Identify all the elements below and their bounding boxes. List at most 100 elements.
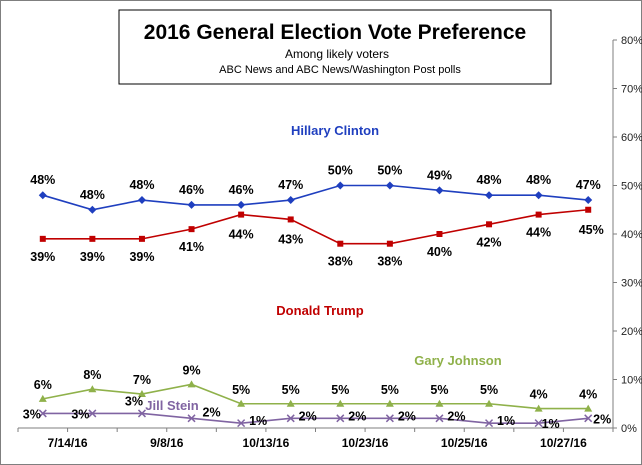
- jill-stein-point-stroke: [584, 414, 593, 423]
- donald-trump-data-label: 45%: [579, 223, 604, 237]
- gary-johnson-point: [286, 399, 295, 407]
- y-tick-label: 50%: [621, 181, 642, 193]
- hillary-clinton-data-label: 47%: [278, 178, 303, 192]
- y-tick-label: 40%: [621, 229, 642, 241]
- donald-trump-data-label: 38%: [377, 255, 402, 269]
- jill-stein-point: [286, 414, 295, 423]
- jill-stein-series-label: Jill Stein: [145, 398, 199, 413]
- jill-stein-data-label: 2%: [299, 409, 317, 423]
- jill-stein-point-stroke: [137, 409, 146, 418]
- donald-trump-data-label: 39%: [30, 250, 55, 264]
- data-label-group: 48% 48% 48% 46% 46% 47% 50% 50% 49% 48% 48% 47% 39% 3…: [23, 164, 611, 432]
- donald-trump-series-label: Donald Trump: [276, 303, 363, 318]
- title-box-frame: [118, 9, 552, 85]
- jill-stein-point-stroke: [237, 419, 246, 428]
- donald-trump-point: [138, 235, 145, 242]
- jill-stein-data-label: 3%: [71, 407, 89, 421]
- jill-stein-point-stroke: [336, 414, 345, 423]
- donald-trump-data-label: 41%: [179, 240, 204, 254]
- donald-trump-point: [535, 211, 542, 218]
- donald-trump-data-label: 43%: [278, 232, 303, 246]
- gary-johnson-series-label: Gary Johnson: [414, 353, 501, 368]
- y-axis-ticks: 0% 10% 20% 30% 40% 50% 60% 70% 80%: [613, 35, 642, 435]
- x-tick-label: 7/14/16: [48, 436, 88, 450]
- gary-johnson-point: [534, 404, 543, 412]
- y-tick-label: 70%: [621, 84, 642, 96]
- y-tick-label: 30%: [621, 278, 642, 290]
- jill-stein-data-label: 3%: [125, 394, 143, 408]
- hillary-clinton-point: [88, 205, 97, 214]
- donald-trump-point: [89, 235, 96, 242]
- gary-johnson-point: [485, 399, 494, 407]
- hillary-clinton-data-label: 50%: [377, 164, 402, 178]
- gary-johnson-point: [38, 394, 47, 402]
- jill-stein-point: [88, 409, 97, 418]
- jill-stein-point-stroke: [286, 414, 295, 423]
- donald-trump-point: [337, 240, 344, 247]
- x-tick-label: 9/8/16: [150, 436, 184, 450]
- series-group: [38, 181, 593, 428]
- jill-stein-data-label: 2%: [398, 409, 416, 423]
- jill-stein-point: [435, 414, 444, 423]
- gary-johnson-data-label: 5%: [232, 383, 250, 397]
- x-tick-label: 10/23/16: [342, 436, 389, 450]
- hillary-clinton-data-label: 48%: [80, 188, 105, 202]
- gary-johnson-point: [237, 399, 246, 407]
- title-box: 2016 General Election Vote Preference Am…: [118, 9, 552, 85]
- gary-johnson-data-label: 9%: [183, 363, 201, 377]
- jill-stein-point: [584, 414, 593, 423]
- hillary-clinton-point: [38, 191, 47, 200]
- gary-johnson-data-label: 5%: [480, 383, 498, 397]
- jill-stein-data-label: 1%: [249, 414, 267, 428]
- jill-stein-point-stroke: [534, 419, 543, 428]
- hillary-clinton-point: [137, 196, 146, 205]
- jill-stein-point: [187, 414, 196, 423]
- gary-johnson-point: [88, 385, 97, 393]
- gary-johnson-data-label: 7%: [133, 373, 151, 387]
- donald-trump-data-label: 44%: [229, 228, 254, 242]
- hillary-clinton-data-label: 48%: [526, 173, 551, 187]
- x-tick-label: 10/27/16: [540, 436, 587, 450]
- gary-johnson-point: [584, 404, 593, 412]
- donald-trump-point: [486, 221, 493, 228]
- donald-trump-point: [287, 216, 294, 223]
- gary-johnson-data-label: 5%: [430, 383, 448, 397]
- gary-johnson-data-label: 6%: [34, 378, 52, 392]
- gary-johnson-point: [385, 399, 394, 407]
- hillary-clinton-point: [237, 200, 246, 209]
- jill-stein-point: [237, 419, 246, 428]
- jill-stein-line: [42, 412, 589, 424]
- hillary-clinton-data-label: 46%: [229, 183, 254, 197]
- donald-trump-point: [585, 206, 592, 213]
- jill-stein-data-label: 3%: [23, 407, 41, 421]
- hillary-clinton-data-label: 47%: [576, 178, 601, 192]
- hillary-clinton-point: [336, 181, 345, 190]
- jill-stein-point: [385, 414, 394, 423]
- hillary-clinton-point: [534, 191, 543, 200]
- hillary-clinton-point: [485, 191, 494, 200]
- donald-trump-point: [436, 231, 443, 237]
- x-tick-label: 10/13/16: [243, 436, 290, 450]
- donald-trump-point: [188, 226, 195, 233]
- donald-trump-data-label: 44%: [526, 226, 551, 240]
- chart-title: 2016 General Election Vote Preference: [144, 21, 526, 44]
- hillary-clinton-line: [42, 184, 589, 211]
- gary-johnson-point: [435, 399, 444, 407]
- hillary-clinton-point: [435, 186, 444, 195]
- donald-trump-data-label: 40%: [427, 245, 452, 259]
- donald-trump-data-label: 39%: [129, 250, 154, 264]
- donald-trump-data-label: 42%: [477, 235, 502, 249]
- hillary-clinton-data-label: 49%: [427, 168, 452, 182]
- donald-trump-point: [39, 235, 46, 242]
- jill-stein-point-stroke: [385, 414, 394, 423]
- jill-stein-point: [534, 419, 543, 428]
- gary-johnson-line: [42, 383, 589, 410]
- donald-trump-point: [238, 211, 245, 218]
- jill-stein-data-label: 2%: [203, 405, 221, 419]
- hillary-clinton-point: [385, 181, 394, 190]
- x-axis-ticks: 7/14/16 9/8/16 10/13/16 10/23/16 10/25/16 10/…: [17, 428, 614, 450]
- donald-trump-data-label: 38%: [328, 255, 353, 269]
- hillary-clinton-data-label: 48%: [129, 178, 154, 192]
